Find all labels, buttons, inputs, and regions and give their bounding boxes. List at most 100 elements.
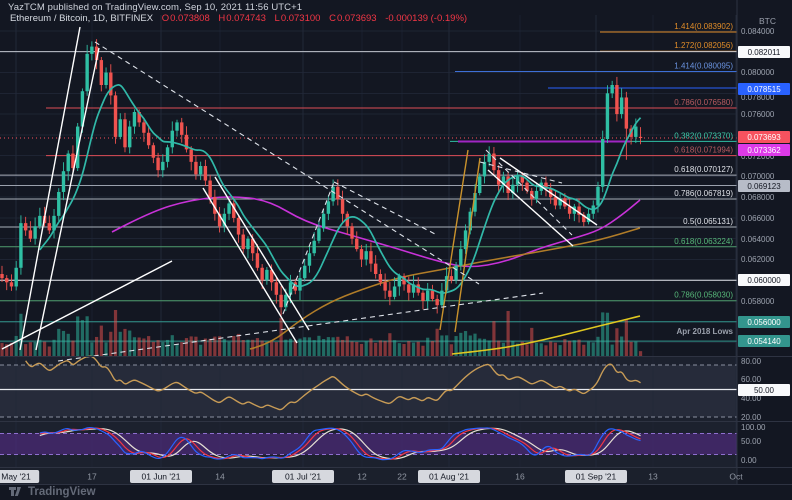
volume-bar — [326, 337, 330, 356]
level-label: 0.786(0.058030) — [674, 291, 733, 300]
time-label: Oct — [729, 472, 743, 482]
price-box-label: 0.056000 — [747, 318, 781, 327]
level-label: 0.382(0.073370) — [674, 131, 733, 140]
volume-bar — [208, 338, 212, 356]
candle — [336, 186, 340, 200]
candle — [293, 282, 297, 291]
volume-bar — [402, 343, 406, 356]
price-box — [738, 316, 790, 328]
price-box-label: 50.00 — [754, 386, 775, 395]
volume-bar — [350, 341, 354, 356]
volume-bar — [222, 339, 226, 356]
candle — [279, 294, 283, 308]
open-value: 0.073808 — [170, 13, 210, 24]
candle — [227, 203, 231, 214]
volume-bar — [61, 330, 66, 356]
volume-bar — [241, 339, 245, 356]
time-label: 12 — [357, 472, 367, 482]
candle — [33, 226, 37, 239]
candle — [435, 298, 439, 306]
volume-bar — [165, 339, 170, 356]
candle — [364, 251, 368, 260]
ma-line-fast — [39, 84, 642, 294]
candle — [610, 85, 614, 94]
tradingview-logo-icon — [9, 487, 21, 496]
candle — [217, 213, 222, 227]
candle — [359, 249, 364, 260]
candle — [194, 161, 198, 175]
tradingview-brand[interactable]: TradingView — [8, 484, 96, 499]
volume-bar — [317, 335, 321, 356]
candle — [284, 294, 288, 308]
time-label: 01 Sep '21 — [576, 472, 617, 482]
candle — [203, 166, 208, 181]
volume-bar — [147, 336, 151, 356]
symbol-legend: Ethereum / Bitcoin, 1D, BITFINEX O0.0738… — [10, 13, 467, 24]
price-box-label: 0.060000 — [747, 276, 781, 285]
volume-bar — [14, 335, 18, 356]
volume-bar — [468, 335, 472, 356]
trendline-gold — [439, 149, 469, 331]
volume-bar — [99, 325, 103, 356]
rsi-pane-band — [0, 365, 737, 417]
volume-bar — [492, 321, 496, 356]
trendline-dashed — [282, 181, 335, 315]
trendline-dashed — [94, 41, 480, 285]
time-label: 01 Jun '21 — [142, 472, 181, 482]
volume-bar — [586, 341, 591, 356]
candle — [213, 197, 217, 214]
level-label: 0.618(0.071994) — [674, 146, 733, 155]
volume-bar — [506, 310, 510, 356]
candle — [478, 176, 482, 194]
candle — [605, 93, 610, 140]
time-label: 13 — [648, 472, 658, 482]
volume-bar — [298, 338, 302, 356]
volume-bar — [42, 341, 47, 356]
candle — [350, 226, 354, 239]
trendline-dashed — [333, 181, 438, 236]
volume-bar — [90, 342, 94, 356]
volume-bar — [634, 341, 638, 356]
volume-bar — [345, 336, 349, 356]
price-box — [738, 83, 790, 95]
level-label: 1.414(0.083902) — [674, 22, 733, 31]
candle — [355, 238, 359, 250]
candle — [303, 265, 307, 279]
price-axis-strip[interactable] — [737, 0, 792, 485]
volume-bar — [515, 343, 520, 356]
candle — [388, 290, 392, 297]
price-tick: 0.070000 — [741, 172, 775, 181]
volume-bar — [38, 339, 42, 356]
time-label: 17 — [87, 472, 97, 482]
candle — [132, 112, 137, 127]
candle — [430, 290, 435, 299]
candle — [156, 157, 160, 171]
volume-bar — [284, 339, 288, 356]
ma-line-ma50 — [111, 196, 641, 268]
candle — [5, 278, 9, 283]
volume-bar — [601, 312, 605, 356]
volume-bar — [487, 340, 491, 356]
candle — [19, 223, 23, 268]
candle — [38, 215, 42, 227]
close-value: 0.073693 — [336, 13, 377, 24]
candle — [255, 253, 260, 268]
candle — [520, 176, 524, 183]
candle — [407, 284, 411, 293]
volume-bar — [364, 341, 368, 356]
trendline-dashed — [485, 149, 573, 236]
stoch-tick: 0.00 — [741, 456, 757, 465]
volume-bar — [0, 343, 4, 356]
volume-bar — [265, 341, 269, 356]
trendline-white — [19, 26, 81, 351]
price-box-label: 0.073693 — [747, 133, 781, 142]
candle — [175, 122, 179, 131]
candle — [567, 206, 572, 214]
volume-bar — [340, 339, 345, 356]
trendline-white — [499, 157, 598, 226]
volume-bar — [411, 342, 416, 356]
volume-bar — [217, 336, 222, 356]
candle — [99, 60, 104, 86]
